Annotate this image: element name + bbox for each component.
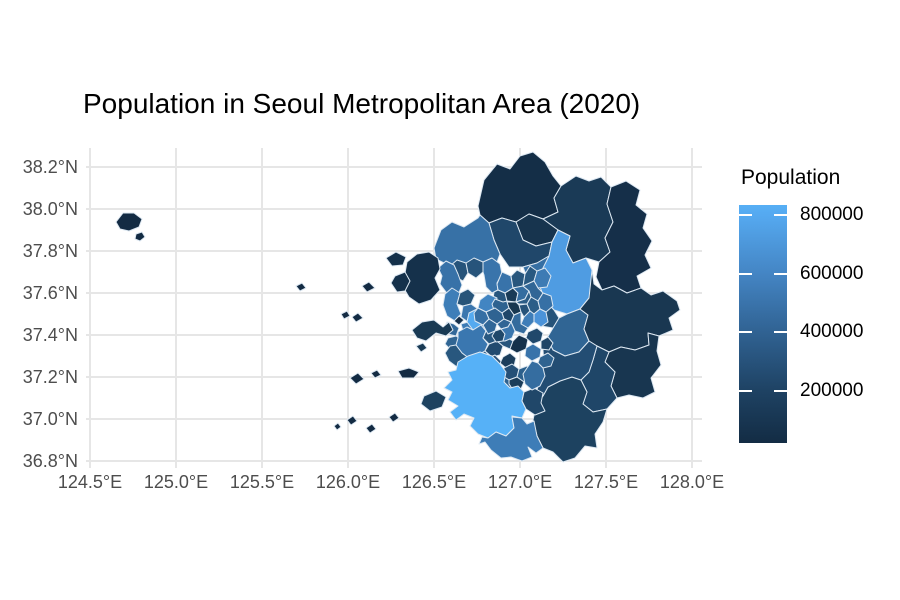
legend-tick-mark bbox=[739, 273, 752, 275]
district-osan bbox=[521, 387, 546, 416]
x-tick-label: 126.0°E bbox=[316, 472, 380, 492]
island-speck-1 bbox=[295, 282, 307, 292]
district-gyodong bbox=[385, 251, 407, 267]
x-tick-label: 125.0°E bbox=[144, 472, 208, 492]
legend-tick-mark bbox=[774, 273, 787, 275]
y-tick-label: 38.2°N bbox=[23, 157, 78, 177]
district-yeoncheon bbox=[477, 151, 562, 224]
legend-tick-mark bbox=[739, 331, 752, 333]
x-tick-label: 127.0°E bbox=[488, 472, 552, 492]
legend-tick-mark bbox=[739, 214, 752, 216]
x-tick-label: 125.5°E bbox=[230, 472, 294, 492]
district-seongmodo bbox=[390, 271, 411, 293]
y-tick-label: 36.8°N bbox=[23, 451, 78, 471]
legend-label: 400000 bbox=[800, 321, 864, 342]
district-incheon-jung bbox=[411, 319, 454, 342]
island-speck-4 bbox=[340, 310, 351, 320]
legend-title: Population bbox=[741, 166, 841, 189]
legend-label: 600000 bbox=[800, 263, 864, 284]
legend-label: 800000 bbox=[800, 204, 864, 225]
x-tick-label: 127.5°E bbox=[574, 472, 638, 492]
island-baengnyeong bbox=[115, 212, 143, 232]
island-speck-6 bbox=[370, 369, 382, 379]
district-daebu bbox=[420, 390, 447, 412]
x-tick-label: 124.5°E bbox=[58, 472, 122, 492]
legend-tick-mark bbox=[774, 331, 787, 333]
y-tick-label: 37.6°N bbox=[23, 283, 78, 303]
district-incheon-seo bbox=[442, 287, 462, 322]
legend-label: 200000 bbox=[800, 380, 864, 401]
district-pyeongtaek bbox=[478, 416, 544, 462]
district-seongnam-jungwon bbox=[540, 336, 554, 351]
y-tick-label: 37.8°N bbox=[23, 241, 78, 261]
district-muuido bbox=[415, 342, 428, 353]
district-guro bbox=[482, 318, 498, 335]
legend-tick-mark bbox=[739, 390, 752, 392]
district-polygons bbox=[115, 151, 681, 463]
x-tick-label: 128.0°E bbox=[660, 472, 724, 492]
district-goyang-ilsandong bbox=[465, 257, 484, 279]
island-speck-7 bbox=[346, 415, 358, 426]
island-speck-9 bbox=[333, 422, 342, 431]
y-tick-label: 37.4°N bbox=[23, 325, 78, 345]
y-axis-labels: 38.2°N 38.0°N 37.8°N 37.6°N 37.4°N 37.2°… bbox=[23, 157, 78, 471]
island-deokjeok bbox=[397, 367, 420, 379]
legend-tick-mark bbox=[774, 214, 787, 216]
district-seongnam-bundang bbox=[524, 343, 542, 362]
x-axis-labels: 124.5°E 125.0°E 125.5°E 126.0°E 126.5°E … bbox=[58, 472, 724, 492]
legend-colorbar bbox=[739, 205, 787, 443]
district-gwanak bbox=[500, 321, 516, 342]
y-tick-label: 37.2°N bbox=[23, 367, 78, 387]
district-yongin-giheung bbox=[522, 360, 546, 391]
island-speck-10 bbox=[388, 412, 400, 423]
legend-tick-mark bbox=[774, 390, 787, 392]
x-tick-label: 126.5°E bbox=[402, 472, 466, 492]
island-speck-3 bbox=[351, 312, 364, 323]
island-speck-5 bbox=[349, 372, 365, 385]
y-tick-label: 38.0°N bbox=[23, 199, 78, 219]
island-daecheong bbox=[134, 231, 146, 242]
island-speck-2 bbox=[361, 281, 376, 293]
y-tick-label: 37.0°N bbox=[23, 409, 78, 429]
district-incheon-dong bbox=[453, 315, 465, 326]
island-speck-8 bbox=[365, 423, 377, 434]
plot-title: Population in Seoul Metropolitan Area (2… bbox=[83, 88, 641, 119]
district-seongnam-sujeong bbox=[525, 327, 544, 345]
